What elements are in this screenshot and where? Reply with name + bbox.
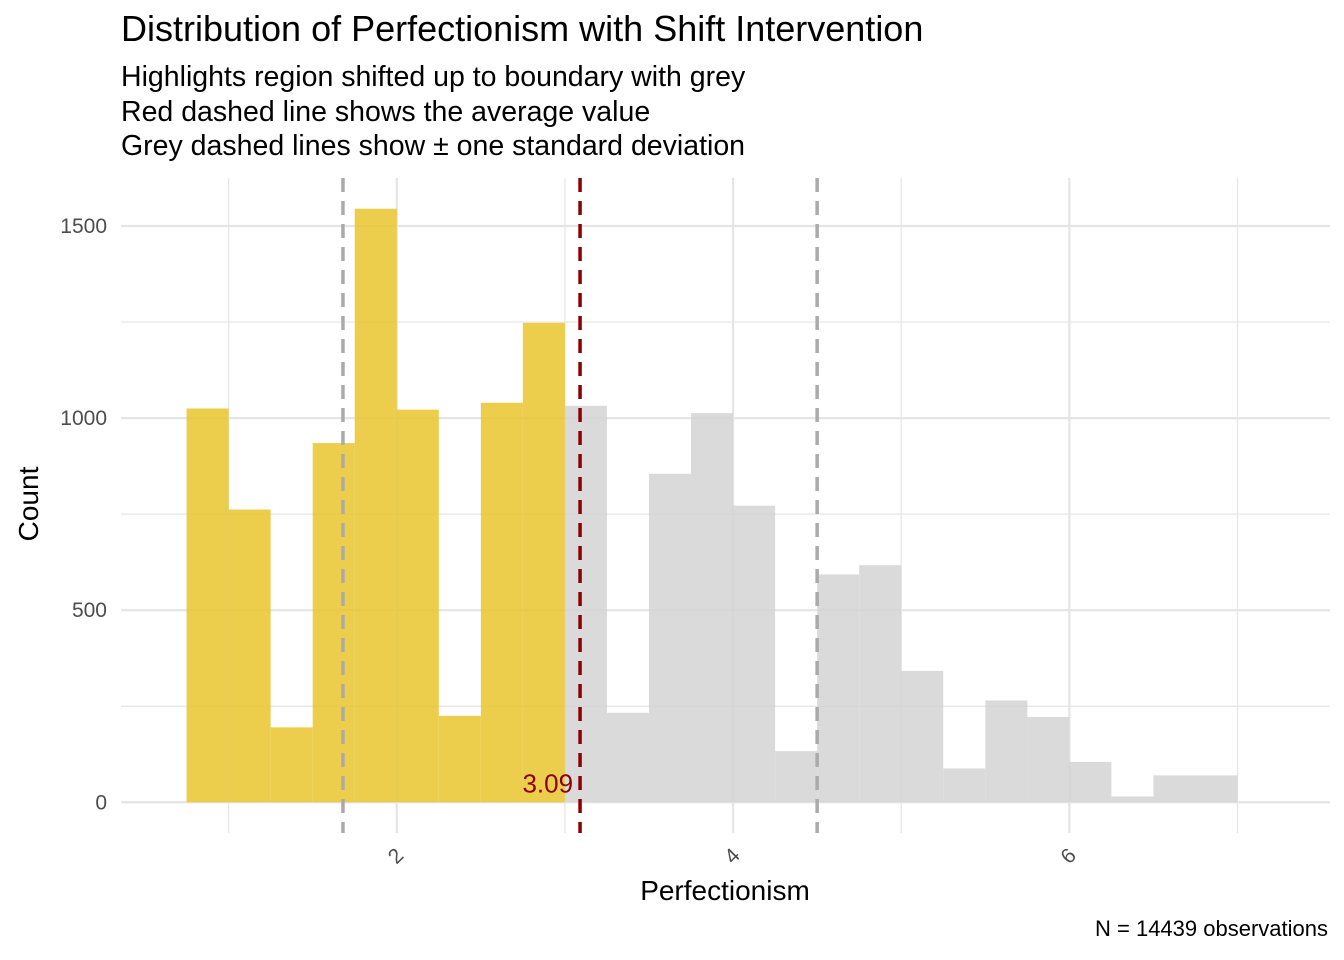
base-bin-bar xyxy=(1069,761,1112,803)
highlighted-bin-bar xyxy=(270,727,313,803)
highlighted-bin-bar xyxy=(522,322,565,803)
subtitle-line-3: Grey dashed lines show ± one standard de… xyxy=(121,130,746,162)
y-tick-label: 500 xyxy=(72,599,107,622)
highlighted-bin-bar xyxy=(354,208,397,803)
base-bin-bar xyxy=(733,505,776,803)
observation-count-caption: N = 14439 observations xyxy=(1095,916,1328,941)
histogram-bars xyxy=(186,208,1238,803)
base-bin-bar xyxy=(817,574,860,803)
y-tick-label: 0 xyxy=(95,791,107,814)
y-axis-title: Count xyxy=(13,466,44,541)
highlighted-bin-bar xyxy=(396,409,439,803)
highlighted-bin-bar xyxy=(186,408,229,803)
base-bin-bar xyxy=(1195,775,1238,803)
subtitle-line-2: Red dashed line shows the average value xyxy=(121,96,651,128)
base-bin-bar xyxy=(859,565,902,803)
base-bin-bar xyxy=(691,413,734,803)
highlighted-bin-bar xyxy=(480,402,523,803)
base-bin-bar xyxy=(775,751,818,803)
x-axis-title: Perfectionism xyxy=(640,875,810,906)
highlighted-bin-bar xyxy=(312,443,355,803)
x-tick-label: 6 xyxy=(1056,844,1081,869)
y-axis-ticks: 0 500 1000 1500 xyxy=(60,215,107,814)
y-tick-label: 1500 xyxy=(60,215,107,238)
base-bin-bar xyxy=(985,700,1028,803)
base-bin-bar xyxy=(1027,716,1070,803)
reference-lines xyxy=(341,178,819,833)
x-tick-label: 4 xyxy=(720,844,745,869)
x-axis-ticks: 2 4 6 xyxy=(384,844,1081,869)
highlighted-bin-bar xyxy=(228,509,271,803)
base-bin-bar xyxy=(943,768,986,803)
subtitle-line-1: Highlights region shifted up to boundary… xyxy=(121,61,746,93)
base-bin-bar xyxy=(901,670,944,803)
base-bin-bar xyxy=(1111,796,1154,803)
highlighted-bin-bar xyxy=(438,715,481,803)
y-tick-label: 1000 xyxy=(60,407,107,430)
x-tick-label: 2 xyxy=(384,844,409,869)
base-bin-bar xyxy=(564,405,607,803)
base-bin-bar xyxy=(648,473,692,803)
mean-value-label: 3.09 xyxy=(522,768,573,798)
chart-title: Distribution of Perfectionism with Shift… xyxy=(121,8,924,49)
base-bin-bar xyxy=(1153,775,1196,803)
base-bin-bar xyxy=(606,712,649,803)
